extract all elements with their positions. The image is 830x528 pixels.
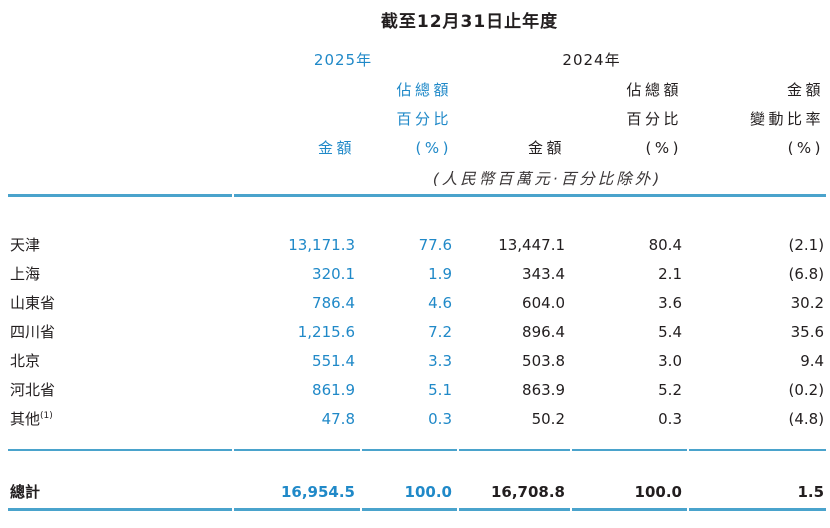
cell-amt-2025: 786.4 (312, 293, 355, 312)
empty-cell (8, 76, 232, 106)
total-amt-2025: 16,954.5 (234, 477, 360, 511)
header-change-line2: 變動比率 (750, 110, 825, 129)
cell-pct-2025: 7.2 (428, 322, 452, 341)
cell-change: 9.4 (800, 351, 825, 370)
cell-amt-2025: 1,215.6 (297, 322, 355, 341)
cell-pct-2024: 5.4 (658, 322, 682, 341)
total-pct-2024: 100.0 (572, 477, 687, 511)
header-2024-share-line2: 百分比 (626, 110, 682, 129)
header-2024-pct: (%) (645, 139, 682, 158)
cell-change: (4.8) (689, 405, 827, 451)
table-title: 截至12月31日止年度 (380, 12, 559, 33)
total-change: 1.5 (689, 477, 827, 511)
table-row-others: 其他(1) 47.8 0.3 50.2 0.3 (4.8) (8, 405, 827, 451)
table-title-row: 截至12月31日止年度 (8, 0, 826, 46)
table-row-hebei: 河北省 861.9 5.1 863.9 5.2 (0.2) (8, 376, 826, 405)
cell-pct-2025: 77.6 (418, 235, 452, 254)
footnote-marker: (1) (40, 410, 53, 421)
header-2025-share-line2: 百分比 (396, 110, 452, 129)
cell-amt-2024: 343.4 (522, 264, 565, 283)
row-label: 上海 (10, 264, 41, 283)
empty-cell (689, 46, 826, 76)
header-2024-share-line1: 佔總額 (626, 81, 682, 100)
cell-amt-2025: 551.4 (312, 351, 355, 370)
financial-table: 截至12月31日止年度 2025年 2024年 佔總額 佔總額 金額 百分比 百… (6, 0, 828, 511)
header-row-share-1: 佔總額 佔總額 金額 (8, 76, 826, 106)
cell-pct-2025: 1.9 (428, 264, 452, 283)
spacer (8, 451, 826, 477)
row-label-text: 其他 (10, 409, 41, 428)
cell-amt-2025: 861.9 (312, 380, 355, 399)
empty-cell (8, 134, 232, 164)
table-row-shandong: 山東省 786.4 4.6 604.0 3.6 30.2 (8, 289, 826, 318)
empty-cell (234, 106, 360, 134)
row-label: 四川省 (10, 322, 56, 341)
cell-amt-2025: 13,171.3 (288, 235, 355, 254)
cell-change: (6.8) (788, 264, 825, 283)
header-change-pct: (%) (787, 139, 825, 158)
row-label: 北京 (10, 351, 41, 370)
cell-change: (0.2) (788, 380, 825, 399)
header-row-units: 金額 (%) 金額 (%) (%) (8, 134, 826, 164)
cell-amt-2025: 320.1 (312, 264, 355, 283)
cell-pct-2024: 5.2 (658, 380, 682, 399)
cell-change: 30.2 (790, 293, 825, 312)
empty-cell (459, 106, 570, 134)
header-2025-amount: 金額 (317, 139, 355, 158)
total-amt-2024: 16,708.8 (459, 477, 570, 511)
total-pct-2025: 100.0 (362, 477, 457, 511)
cell-pct-2024: 2.1 (658, 264, 682, 283)
cell-amt-2024: 896.4 (522, 322, 565, 341)
cell-change: 35.6 (790, 322, 825, 341)
cell-pct-2024: 3.0 (658, 351, 682, 370)
unit-note: (人民幣百萬元·百分比除外) (234, 164, 827, 197)
cell-pct-2025: 3.3 (428, 351, 452, 370)
year-header-row: 2025年 2024年 (8, 46, 826, 76)
cell-pct-2025: 4.6 (428, 293, 452, 312)
cell-pct-2024: 0.3 (572, 405, 687, 451)
year-2024-header: 2024年 (562, 51, 621, 70)
year-2025-header: 2025年 (313, 51, 373, 70)
empty-cell (8, 106, 232, 134)
table-row-total: 總計 16,954.5 100.0 16,708.8 100.0 1.5 (8, 477, 827, 511)
header-row-share-2: 百分比 百分比 變動比率 (8, 106, 826, 134)
table-row-sichuan: 四川省 1,215.6 7.2 896.4 5.4 35.6 (8, 318, 826, 347)
empty-cell (459, 76, 570, 106)
cell-amt-2024: 604.0 (522, 293, 565, 312)
cell-amt-2024: 503.8 (522, 351, 565, 370)
row-label: 河北省 (10, 380, 56, 399)
row-label: 山東省 (10, 293, 56, 312)
table-row-beijing: 北京 551.4 3.3 503.8 3.0 9.4 (8, 347, 826, 376)
header-2024-amount: 金額 (527, 139, 565, 158)
unit-note-row: (人民幣百萬元·百分比除外) (8, 164, 827, 197)
empty-cell (8, 46, 232, 76)
header-change-line1: 金額 (787, 81, 825, 100)
spacer-row (8, 451, 826, 477)
cell-amt-2024: 863.9 (522, 380, 565, 399)
cell-pct-2024: 80.4 (648, 235, 682, 254)
spacer-row (8, 197, 826, 231)
spacer (8, 197, 826, 231)
cell-amt-2025: 47.8 (234, 405, 360, 451)
row-label: 天津 (10, 235, 41, 254)
table-row-tianjin: 天津 13,171.3 77.6 13,447.1 80.4 (2.1) (8, 231, 826, 260)
cell-amt-2024: 13,447.1 (498, 235, 565, 254)
row-label: 其他(1) (8, 405, 232, 451)
cell-pct-2025: 0.3 (362, 405, 457, 451)
empty-cell (234, 76, 360, 106)
cell-change: (2.1) (788, 235, 825, 254)
total-label: 總計 (8, 477, 232, 511)
header-2025-pct: (%) (415, 139, 452, 158)
empty-cell (8, 164, 232, 197)
cell-pct-2024: 3.6 (658, 293, 682, 312)
cell-pct-2025: 5.1 (428, 380, 452, 399)
header-2025-share-line1: 佔總額 (396, 81, 452, 100)
table-row-shanghai: 上海 320.1 1.9 343.4 2.1 (6.8) (8, 260, 826, 289)
cell-amt-2024: 50.2 (459, 405, 570, 451)
